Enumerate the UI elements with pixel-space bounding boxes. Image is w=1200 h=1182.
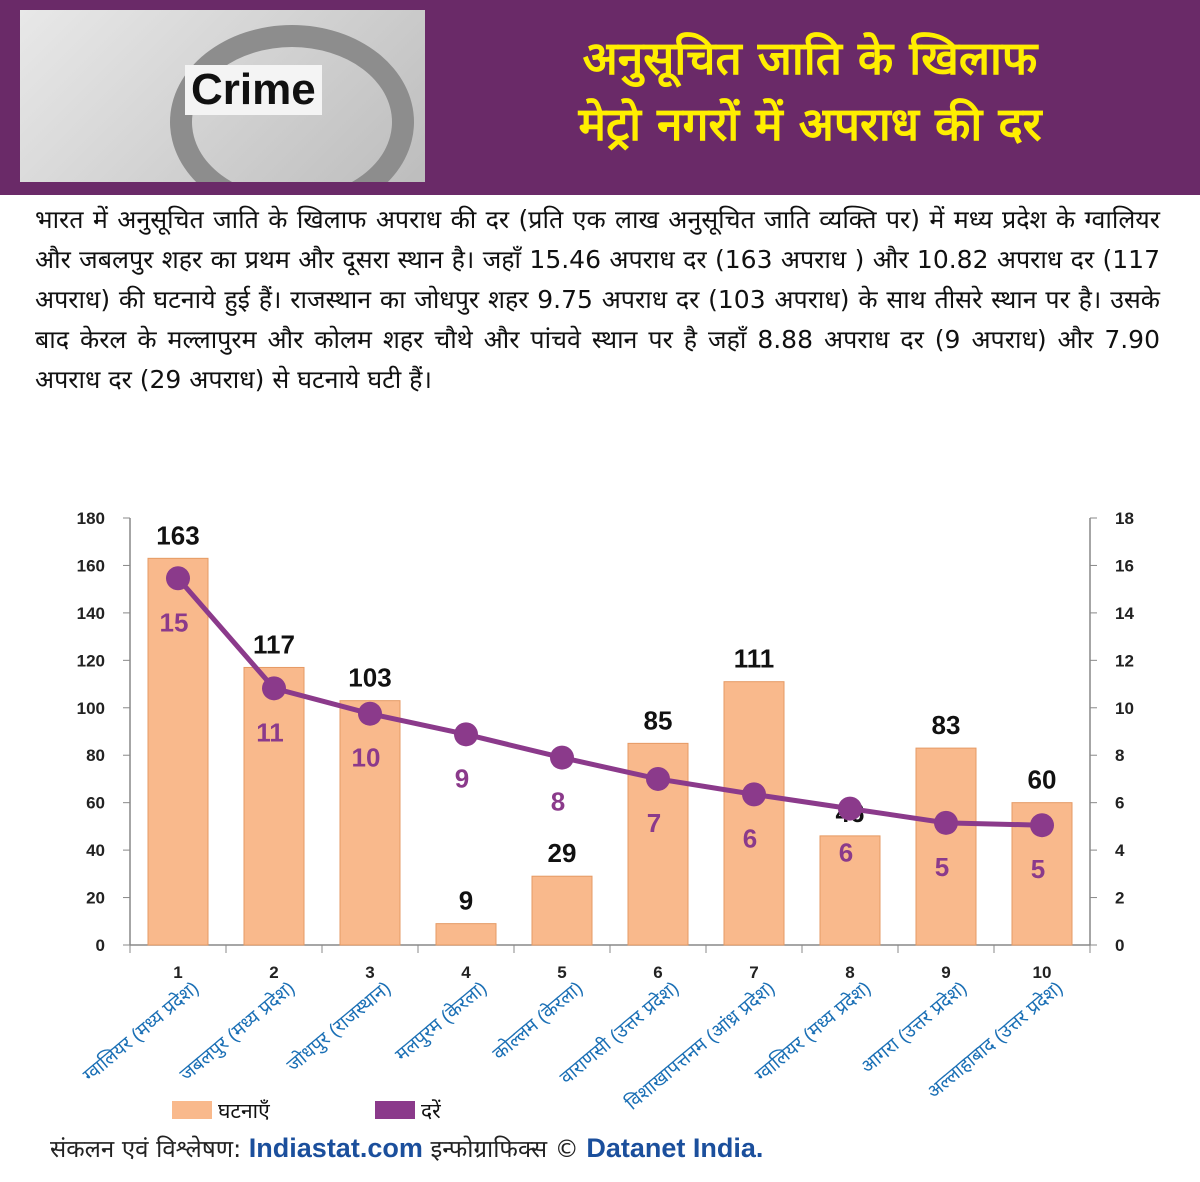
y2-tick-label: 16 bbox=[1115, 556, 1134, 575]
y2-tick-label: 10 bbox=[1115, 699, 1134, 718]
rate-value-label: 8 bbox=[551, 787, 565, 817]
rank-label: 1 bbox=[173, 963, 182, 982]
x-tick-label: जोधपुर (राजस्थान) bbox=[282, 976, 396, 1077]
header-image: Crime bbox=[20, 10, 425, 182]
y2-tick-label: 0 bbox=[1115, 936, 1124, 955]
rate-value-label: 7 bbox=[647, 808, 661, 838]
rate-point bbox=[166, 566, 190, 591]
title-line: अनुसूचित जाति के खिलाफ bbox=[582, 31, 1038, 85]
bar bbox=[147, 557, 209, 946]
bar-value-label: 85 bbox=[644, 705, 673, 735]
title: अनुसूचित जाति के खिलाफ मेट्रो नगरों में … bbox=[440, 25, 1180, 157]
bar bbox=[435, 923, 497, 946]
y2-tick-label: 6 bbox=[1115, 794, 1124, 813]
rate-value-label: 5 bbox=[935, 852, 949, 882]
rate-point bbox=[550, 745, 574, 770]
x-tick-label: कोल्लम (केरला) bbox=[488, 976, 587, 1065]
header-band: Crime अनुसूचित जाति के खिलाफ मेट्रो नगरो… bbox=[0, 0, 1200, 195]
rank-label: 5 bbox=[557, 963, 566, 982]
legend-label: दरें bbox=[421, 1099, 441, 1123]
title-line: मेट्रो नगरों में अपराध की दर bbox=[578, 97, 1042, 151]
bar bbox=[243, 666, 305, 946]
y-tick-label: 140 bbox=[77, 604, 105, 623]
y-tick-label: 80 bbox=[86, 746, 105, 765]
y-tick-label: 120 bbox=[77, 651, 105, 670]
y-tick-label: 60 bbox=[86, 794, 105, 813]
image-text: Crime bbox=[185, 65, 322, 115]
bar bbox=[339, 700, 401, 946]
rate-value-label: 15 bbox=[160, 607, 189, 637]
bar-value-label: 9 bbox=[459, 886, 473, 916]
rank-label: 9 bbox=[941, 963, 950, 982]
y-tick-label: 40 bbox=[86, 841, 105, 860]
footer: संकलन एवं विश्लेषण: Indiastat.com इन्फोग… bbox=[50, 1132, 1170, 1165]
rank-label: 6 bbox=[653, 963, 662, 982]
bar-value-label: 83 bbox=[932, 710, 961, 740]
chart: 0204060801001201401601800246810121416181… bbox=[77, 509, 1135, 1123]
rank-label: 10 bbox=[1033, 963, 1052, 982]
y-tick-label: 20 bbox=[86, 889, 105, 908]
rate-point bbox=[646, 766, 670, 791]
source: Indiastat.com bbox=[248, 1133, 423, 1163]
infographic-label: इन्फोग्राफिक्स © bbox=[430, 1135, 579, 1163]
rank-label: 4 bbox=[461, 963, 471, 982]
x-tick-label: मलपुरम (केरला) bbox=[390, 976, 491, 1067]
description: भारत में अनुसूचित जाति के खिलाफ अपराध की… bbox=[35, 205, 1160, 394]
rank-label: 7 bbox=[749, 963, 758, 982]
legend-swatch bbox=[172, 1101, 212, 1119]
y-tick-label: 0 bbox=[96, 936, 105, 955]
rate-point bbox=[934, 810, 958, 835]
rate-point bbox=[454, 722, 478, 747]
bar bbox=[531, 875, 593, 946]
y2-tick-label: 8 bbox=[1115, 746, 1124, 765]
y-tick-label: 160 bbox=[77, 556, 105, 575]
bar bbox=[819, 835, 881, 946]
legend-swatch bbox=[375, 1101, 415, 1119]
x-tick-label: विशाखापत्तनम (आंध्र प्रदेश) bbox=[621, 976, 780, 1114]
y2-tick-label: 4 bbox=[1115, 841, 1125, 860]
bar-value-label: 29 bbox=[548, 838, 577, 868]
rate-point bbox=[1030, 813, 1054, 838]
y2-tick-label: 2 bbox=[1115, 889, 1124, 908]
bar-value-label: 60 bbox=[1028, 765, 1057, 795]
bar-value-label: 103 bbox=[348, 663, 391, 693]
bar bbox=[723, 681, 785, 946]
rate-value-label: 6 bbox=[743, 823, 757, 853]
bar bbox=[915, 747, 977, 946]
credit-label: संकलन एवं विश्लेषण: bbox=[50, 1135, 242, 1163]
rate-point bbox=[742, 782, 766, 807]
rate-value-label: 10 bbox=[352, 743, 381, 773]
rank-label: 8 bbox=[845, 963, 854, 982]
y-tick-label: 180 bbox=[77, 509, 105, 528]
rate-point bbox=[358, 701, 382, 726]
y2-tick-label: 14 bbox=[1115, 604, 1134, 623]
y2-tick-label: 12 bbox=[1115, 651, 1134, 670]
y2-tick-label: 18 bbox=[1115, 509, 1134, 528]
rate-value-label: 9 bbox=[455, 763, 469, 793]
rate-value-label: 5 bbox=[1031, 854, 1045, 884]
rate-point bbox=[262, 676, 286, 701]
legend-label: घटनाएँ bbox=[218, 1099, 270, 1123]
rate-line bbox=[176, 576, 1043, 828]
rate-point bbox=[838, 796, 862, 821]
publisher: Datanet India. bbox=[586, 1133, 764, 1163]
y-tick-label: 100 bbox=[77, 699, 105, 718]
rate-value-label: 11 bbox=[256, 717, 284, 747]
rate-value-label: 6 bbox=[839, 838, 853, 868]
rank-label: 3 bbox=[365, 963, 374, 982]
bar-value-label: 111 bbox=[734, 644, 775, 674]
bar-value-label: 163 bbox=[156, 520, 199, 550]
rank-label: 2 bbox=[269, 963, 278, 982]
bar-value-label: 117 bbox=[253, 629, 295, 659]
